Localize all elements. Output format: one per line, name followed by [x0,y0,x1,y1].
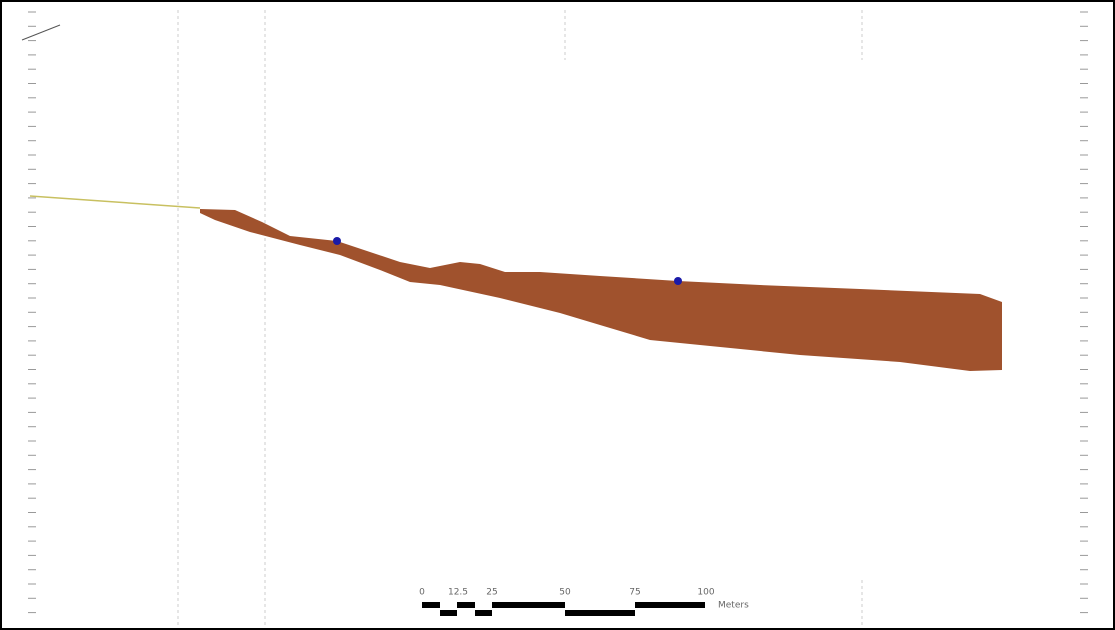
scale-label: 100 [697,588,714,598]
scale-segment [440,610,457,616]
scale-label: 0 [419,588,425,598]
scale-label: 25 [486,588,497,598]
scale-segment [635,602,705,608]
scale-segment [475,610,492,616]
page: 0 12.5 25 50 75 100 Meters [0,0,1115,630]
scale-unit: Meters [718,601,749,611]
scale-label: 50 [559,588,571,598]
borehole-point [333,237,341,245]
scale-segment [457,602,475,608]
scale-label: 12.5 [448,588,468,598]
scale-label: 75 [629,588,640,598]
section-drawing: 0 12.5 25 50 75 100 Meters [0,0,1115,630]
scale-segment [492,602,565,608]
scale-segment [422,602,440,608]
borehole-point [674,277,682,285]
scale-segment [565,610,635,616]
